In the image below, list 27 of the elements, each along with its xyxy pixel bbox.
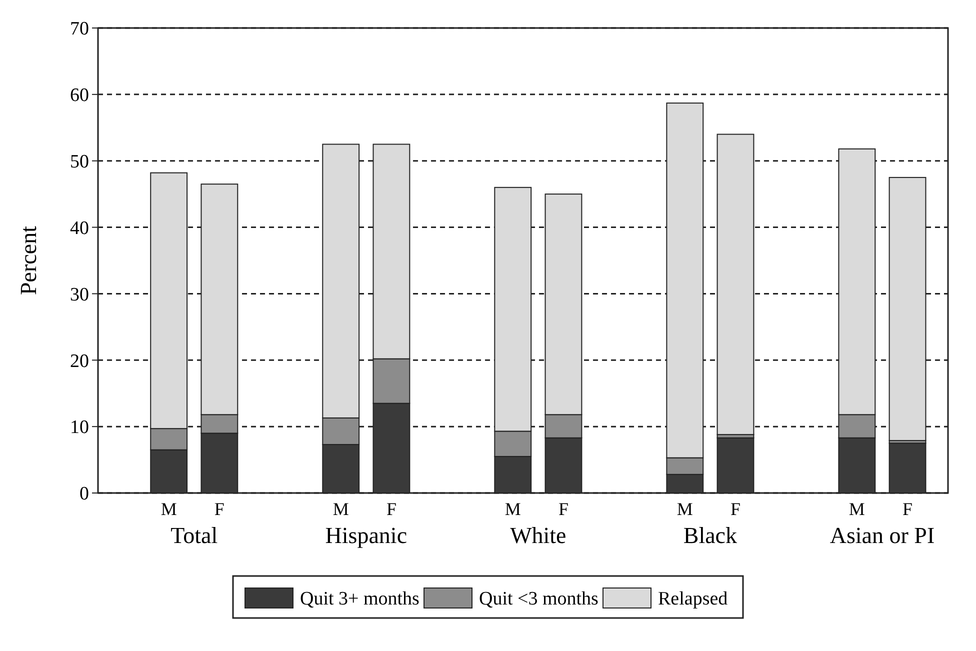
y-tick-label: 70	[70, 18, 89, 40]
x-tick-label: F	[386, 499, 396, 519]
x-tick-label: M	[160, 499, 177, 519]
text: Black	[683, 523, 738, 548]
x-tick-label: M	[504, 499, 521, 519]
legend-label: Relapsed	[658, 588, 728, 610]
x-tick-label: F	[730, 499, 741, 519]
y-tick-label: 40	[70, 218, 89, 239]
y-tick-label: 50	[70, 152, 89, 173]
text: Total	[170, 523, 218, 548]
y-tick-label: 0	[80, 484, 89, 505]
text: Asian or PI	[830, 523, 935, 548]
y-tick-label: 10	[70, 417, 89, 438]
y-tick-label: 30	[70, 284, 89, 306]
y-axis-title: Percent	[16, 225, 41, 295]
x-tick-label: M	[332, 499, 349, 519]
x-tick-label: F	[558, 499, 568, 519]
text: White	[510, 523, 566, 548]
y-tick-label: 20	[70, 350, 89, 372]
x-tick-label: F	[214, 499, 224, 519]
x-tick-label: M	[848, 499, 865, 519]
text: Hispanic	[325, 523, 408, 548]
y-tick-label: 60	[70, 85, 89, 106]
x-tick-label: M	[676, 499, 693, 519]
legend-label: Quit 3+ months	[300, 588, 420, 610]
legend-label: Quit <3 months	[479, 588, 598, 610]
x-tick-label: F	[902, 499, 913, 519]
